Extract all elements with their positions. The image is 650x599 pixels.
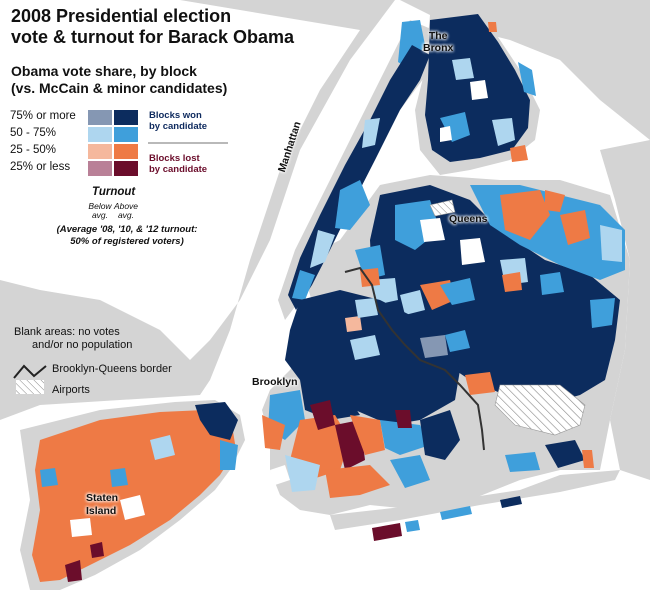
above-line-1: Above [113,201,139,211]
swatch-75-above [114,110,138,125]
long-island-land [600,140,650,480]
legend-row-label-50: 50 - 75% [10,127,57,139]
swatch-50-below [88,127,112,142]
swatch-50-above [114,127,138,142]
blank-areas-note: Blank areas: no votes and/or no populati… [14,326,132,352]
turnout-below-label: Below avg. [84,202,116,220]
lost-line-2: by candidate [149,164,208,175]
title-line-2: vote & turnout for Barack Obama [11,27,295,47]
staten-line-1: Staten [86,492,119,504]
swatch-0-below [88,161,112,176]
airports-legend-label: Airports [52,384,90,396]
won-line-2: by candidate [149,121,208,132]
subtitle-line-2: (vs. McCain & minor candidates) [11,80,228,96]
legend-row-label-25: 25 - 50% [10,144,57,156]
swatch-0-above [114,161,138,176]
queens-label: Queens [449,213,488,225]
subtitle-line-1: Obama vote share, by block [11,63,197,79]
brooklyn-blocks [262,290,594,498]
swatch-25-above [114,144,138,159]
turnout-note-line-1: (Average '08, '10, & '12 turnout: [56,224,198,235]
border-legend-icon [13,364,47,379]
brooklyn-queens-border [344,266,485,451]
legend-row-label-75: 75% or more [10,110,76,122]
border-legend-label: Brooklyn-Queens border [52,363,172,375]
new-jersey-land [0,0,395,420]
manhattan-blocks [288,45,430,310]
brooklyn-label: Brooklyn [252,376,298,388]
won-line-1: Blocks won [149,110,202,121]
staten-island-blocks [32,402,238,582]
legend-subtitle: Obama vote share, by block (vs. McCain &… [11,63,227,97]
rockaway-land [330,470,620,530]
staten-island-label: Staten Island [86,492,118,518]
legend-swatches [88,110,228,176]
bronx-line-1: The [428,30,448,42]
title-line-1: 2008 Presidential election [11,6,232,26]
legend-row-label-0: 25% or less [10,161,71,173]
staten-line-2: Island [86,505,117,517]
map-title: 2008 Presidential election vote & turnou… [11,6,294,48]
rockaway-blocks [372,496,522,541]
below-line-1: Below [88,201,112,211]
blank-line-1: Blank areas: no votes [14,326,120,338]
laguardia-airport [429,199,456,217]
bronx-line-2: Bronx [423,42,454,54]
jfk-airport [494,384,586,436]
below-line-2: avg. [91,210,109,220]
airport-legend-icon [16,380,44,394]
turnout-note: (Average '08, '10, & '12 turnout: 50% of… [32,224,222,248]
blank-line-2: and/or no population [32,339,133,351]
blocks-won-label: Blocks won by candidate [149,110,207,132]
turnout-note-line-2: 50% of registered voters) [70,236,184,247]
swatch-75-below [88,110,112,125]
bronx-label: The Bronx [423,30,453,54]
above-line-2: avg. [117,210,135,220]
turnout-title: Turnout [92,186,136,198]
swatch-25-below [88,144,112,159]
westchester-land [400,0,650,140]
lost-line-1: Blocks lost [149,153,200,164]
blocks-lost-label: Blocks lost by candidate [149,153,207,175]
turnout-above-label: Above avg. [110,202,142,220]
